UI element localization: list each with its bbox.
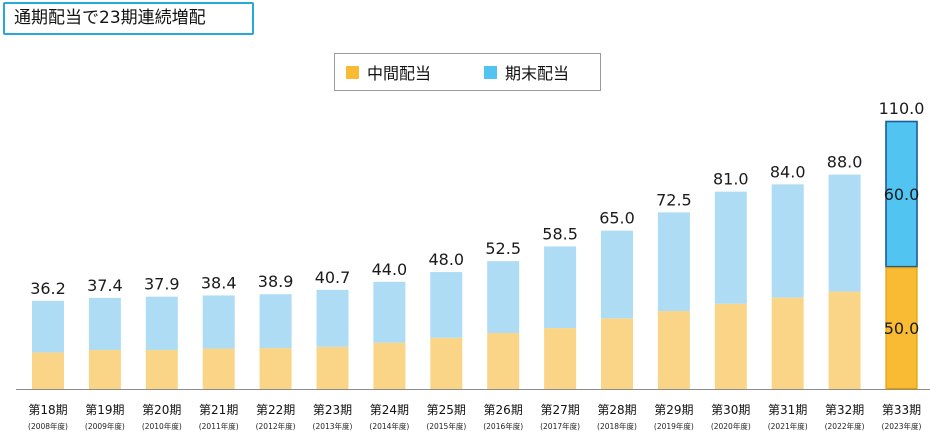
category-sublabel-9: (2016年度) (483, 421, 523, 431)
bar-interim-4 (202, 348, 235, 389)
category-sublabel-8: (2015年度) (426, 421, 466, 431)
bar-year-end-3 (145, 296, 178, 351)
bar-year-end-13 (714, 191, 747, 304)
total-label-9: 52.5 (485, 239, 521, 258)
bar-year-end-9 (487, 261, 520, 333)
category-sublabel-10: (2017年度) (540, 421, 580, 431)
bar-interim-8 (430, 337, 463, 389)
legend-swatch-year-end (484, 65, 497, 79)
category-sublabel-6: (2013年度) (313, 421, 353, 431)
category-label-13: 第30期 (711, 403, 750, 417)
category-label-5: 第22期 (256, 403, 295, 417)
category-sublabel-2: (2009年度) (85, 421, 125, 431)
bar-interim-13 (714, 303, 747, 389)
segment-label-year-end-16: 60.0 (884, 185, 920, 204)
category-label-12: 第29期 (654, 403, 693, 417)
total-label-10: 58.5 (542, 224, 578, 243)
bar-interim-outline-16 (885, 267, 918, 390)
category-sublabel-13: (2020年度) (711, 421, 751, 431)
bar-year-end-1 (32, 300, 64, 353)
category-label-4: 第21期 (199, 403, 238, 417)
bar-interim-12 (657, 311, 690, 389)
bar-year-end-10 (544, 246, 577, 329)
bar-year-end-6 (316, 289, 349, 347)
category-label-9: 第26期 (484, 403, 523, 417)
category-label-14: 第31期 (768, 403, 807, 417)
legend-label-year-end: 期末配当 (505, 64, 570, 83)
category-label-15: 第32期 (825, 403, 864, 417)
chart-title: 通期配当で23期連続増配 (3, 2, 254, 35)
category-sublabel-16: (2023年度) (882, 421, 922, 431)
bar-interim-7 (373, 342, 406, 389)
bar-year-end-14 (771, 184, 804, 298)
total-label-15: 88.0 (827, 153, 863, 172)
bar-year-end-12 (657, 212, 690, 312)
total-label-3: 37.9 (144, 275, 180, 294)
total-label-16: 110.0 (879, 99, 925, 118)
bar-interim-5 (259, 348, 292, 389)
category-sublabel-4: (2011年度) (199, 421, 239, 431)
category-sublabel-15: (2022年度) (825, 421, 865, 431)
category-label-8: 第25期 (427, 403, 466, 417)
bar-interim-10 (544, 328, 577, 389)
category-sublabel-1: (2008年度) (28, 421, 68, 431)
bar-year-end-8 (430, 272, 463, 338)
total-label-8: 48.0 (428, 250, 464, 269)
category-label-10: 第27期 (540, 403, 579, 417)
total-label-14: 84.0 (770, 162, 806, 181)
legend-label-interim: 中間配当 (367, 64, 432, 83)
total-label-7: 44.0 (372, 260, 408, 279)
category-label-16: 第33期 (882, 403, 921, 417)
bar-interim-11 (601, 318, 633, 389)
bar-interim-1 (32, 352, 64, 389)
category-label-2: 第19期 (85, 403, 124, 417)
category-label-7: 第24期 (370, 403, 409, 417)
bar-year-end-4 (202, 295, 235, 349)
total-label-1: 36.2 (30, 279, 66, 298)
category-sublabel-14: (2021年度) (768, 421, 808, 431)
category-sublabel-5: (2012年度) (256, 421, 296, 431)
bar-year-end-5 (259, 294, 292, 349)
total-label-13: 81.0 (713, 170, 749, 189)
category-label-3: 第20期 (142, 403, 181, 417)
category-sublabel-11: (2018年度) (597, 421, 637, 431)
total-label-6: 40.7 (315, 268, 351, 287)
total-label-4: 38.4 (201, 273, 237, 292)
category-sublabel-3: (2010年度) (142, 421, 182, 431)
category-sublabel-7: (2014年度) (369, 421, 409, 431)
legend-swatch-interim (346, 65, 359, 79)
total-label-11: 65.0 (599, 209, 635, 228)
category-label-6: 第23期 (313, 403, 352, 417)
legend-item-interim: 中間配当 (346, 54, 431, 90)
bar-year-end-2 (88, 297, 121, 351)
total-label-2: 37.4 (87, 276, 123, 295)
bar-interim-6 (316, 346, 349, 389)
bar-interim-14 (771, 297, 804, 389)
segment-label-interim-16: 50.0 (884, 319, 920, 338)
bar-year-end-16 (885, 121, 918, 268)
bar-year-end-11 (601, 230, 633, 319)
bar-interim-15 (828, 291, 861, 389)
bar-year-end-outline-16 (885, 120, 918, 268)
category-label-11: 第28期 (597, 403, 636, 417)
bar-interim-3 (145, 350, 178, 389)
bar-interim-9 (487, 332, 520, 389)
bar-interim-16 (885, 267, 918, 389)
category-sublabel-12: (2019年度) (654, 421, 694, 431)
total-label-5: 38.9 (258, 272, 294, 291)
chart-legend: 中間配当 期末配当 (334, 53, 601, 91)
bar-year-end-15 (828, 174, 861, 292)
total-label-12: 72.5 (656, 190, 692, 209)
legend-item-year-end: 期末配当 (484, 54, 569, 90)
bar-year-end-7 (373, 281, 406, 343)
bar-interim-2 (88, 350, 121, 389)
category-label-1: 第18期 (28, 403, 67, 417)
